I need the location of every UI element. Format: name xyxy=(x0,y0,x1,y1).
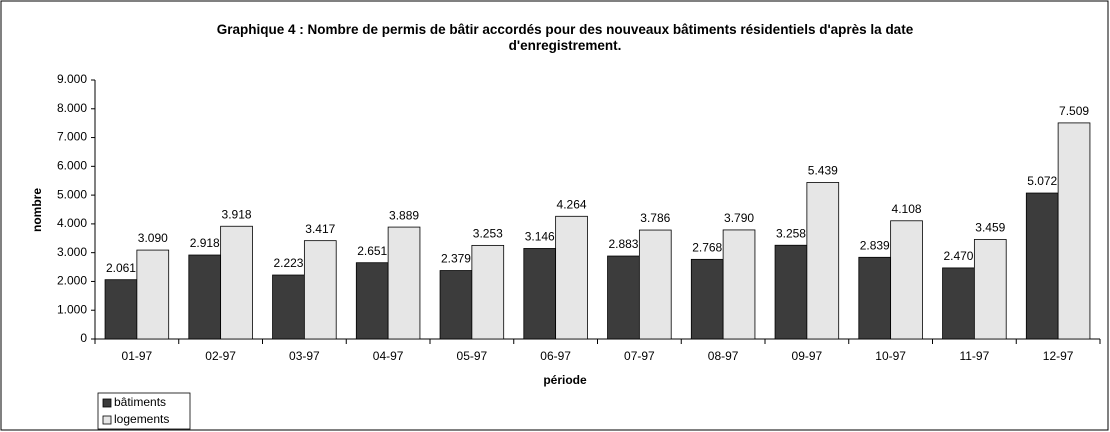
bar xyxy=(272,274,305,340)
bar xyxy=(555,215,588,340)
bar xyxy=(806,182,840,340)
bar xyxy=(1057,122,1091,340)
y-tick-label: 5.000 xyxy=(57,187,87,201)
data-label: 4.264 xyxy=(557,197,587,211)
data-label: 5.072 xyxy=(1027,174,1057,188)
x-axis-label: période xyxy=(543,373,587,387)
data-label: 7.509 xyxy=(1059,104,1089,118)
data-label: 2.918 xyxy=(190,236,220,250)
legend-swatch xyxy=(102,398,112,408)
bar xyxy=(220,225,253,340)
x-tick-label: 11-97 xyxy=(959,349,989,363)
bar xyxy=(355,262,389,340)
y-axis-label: nombre xyxy=(30,188,44,232)
bar xyxy=(774,244,808,340)
bar xyxy=(523,248,557,340)
x-tick-label: 03-97 xyxy=(289,349,320,363)
data-label: 4.108 xyxy=(892,202,922,216)
data-label: 5.439 xyxy=(808,164,838,178)
data-label: 2.651 xyxy=(357,244,387,258)
bar xyxy=(890,220,923,340)
x-tick-label: 06-97 xyxy=(540,349,571,363)
bar xyxy=(387,226,421,340)
data-label: 3.889 xyxy=(389,208,419,222)
legend-label: logements xyxy=(114,412,169,426)
bar xyxy=(722,229,756,340)
x-tick-label: 10-97 xyxy=(875,349,906,363)
x-tick-label: 12-97 xyxy=(1043,349,1074,363)
chart-title: Graphique 4 : Nombre de permis de bâtir … xyxy=(216,22,914,53)
bar xyxy=(942,267,975,340)
bar xyxy=(303,240,337,340)
data-label: 3.417 xyxy=(305,222,335,236)
legend-swatch xyxy=(102,415,112,425)
data-label: 2.768 xyxy=(692,241,722,255)
x-tick-label: 05-97 xyxy=(457,349,488,363)
bar xyxy=(136,249,170,340)
legend-box xyxy=(97,392,191,430)
data-label: 3.790 xyxy=(724,211,754,225)
bar xyxy=(471,244,505,340)
data-label: 3.786 xyxy=(640,211,670,225)
data-label: 2.883 xyxy=(608,237,638,251)
bar xyxy=(607,255,640,340)
bar xyxy=(973,239,1007,340)
data-label: 2.839 xyxy=(860,238,890,252)
data-label: 2.470 xyxy=(943,249,973,263)
data-label: 2.379 xyxy=(441,252,471,266)
data-label: 2.223 xyxy=(273,256,303,270)
y-tick-label: 3.000 xyxy=(57,245,87,259)
y-tick-label: 4.000 xyxy=(57,216,87,230)
y-tick-label: 8.000 xyxy=(57,101,87,115)
data-label: 3.918 xyxy=(222,207,252,221)
y-tick-label: 2.000 xyxy=(57,274,87,288)
bar xyxy=(104,279,138,340)
y-tick-label: 6.000 xyxy=(57,159,87,173)
legend-label: bâtiments xyxy=(114,395,166,409)
bar xyxy=(638,229,672,340)
bar xyxy=(439,270,473,340)
x-tick-label: 09-97 xyxy=(792,349,823,363)
data-label: 3.090 xyxy=(138,231,168,245)
bar xyxy=(188,254,222,340)
data-label: 3.459 xyxy=(975,221,1005,235)
y-tick-label: 1.000 xyxy=(57,302,87,316)
y-tick-label: 9.000 xyxy=(57,72,87,86)
x-tick-label: 08-97 xyxy=(708,349,739,363)
data-label: 3.253 xyxy=(473,227,503,241)
x-tick-label: 01-97 xyxy=(122,349,153,363)
bar xyxy=(1025,192,1059,340)
data-label: 3.258 xyxy=(776,226,806,240)
bar xyxy=(858,256,892,340)
y-tick-label: 0 xyxy=(80,331,87,345)
bar xyxy=(690,258,724,340)
data-label: 3.146 xyxy=(525,230,555,244)
x-tick-label: 04-97 xyxy=(373,349,404,363)
y-tick-label: 7.000 xyxy=(57,130,87,144)
data-label: 2.061 xyxy=(106,261,136,275)
x-tick-label: 07-97 xyxy=(624,349,655,363)
x-tick-label: 02-97 xyxy=(205,349,236,363)
